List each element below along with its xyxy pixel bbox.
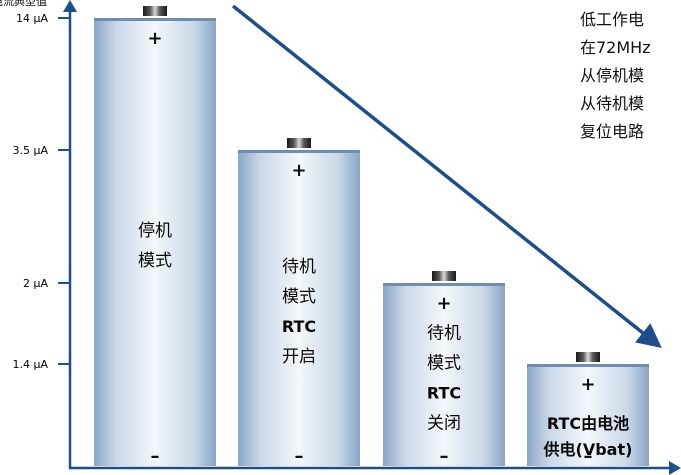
battery-cap (143, 6, 167, 16)
category-label: 待机 (427, 324, 461, 344)
trend-arrow (231, 4, 662, 349)
battery-plus-label: + (291, 160, 306, 181)
category-label: RTC (427, 384, 461, 403)
battery-plus-label: + (147, 28, 162, 49)
category-label: 供电(Vbat) (543, 440, 633, 459)
battery-minus-label: – (584, 446, 593, 467)
y-tick-label: 14 μA (16, 12, 48, 25)
battery-body (94, 18, 216, 466)
battery-body (238, 150, 360, 466)
note-line: 从停机模 (580, 66, 645, 85)
battery-plus-label: + (436, 293, 451, 314)
battery-rim (94, 18, 216, 21)
category-label: 模式 (138, 251, 172, 271)
y-axis-arrow-icon (63, 0, 77, 12)
category-label: RTC由电池 (547, 414, 629, 433)
battery-rim (238, 150, 360, 153)
category-label: 停机 (138, 221, 172, 241)
note-line: 低工作电 (580, 10, 645, 29)
category-label: 开启 (282, 347, 316, 367)
category-label: 待机 (282, 257, 316, 277)
battery-rim (383, 283, 505, 286)
category-label: 关闭 (427, 414, 461, 434)
battery-body (527, 364, 649, 466)
battery-plus-label: + (580, 374, 595, 395)
category-label: 模式 (427, 354, 461, 374)
y-tick-label: 1.4 μA (12, 358, 48, 371)
category-label: 模式 (282, 287, 316, 307)
y-tick-label: 3.5 μA (12, 144, 48, 157)
battery-minus-label: – (295, 446, 304, 467)
battery-minus-label: – (440, 446, 449, 467)
chart-title: 电流典型值 (0, 0, 47, 8)
category-label: RTC (282, 317, 316, 336)
battery-rim (527, 364, 649, 367)
battery-minus-label: – (151, 446, 160, 467)
notes-list: 低工作电 在72MHz 从停机模 从待机模 复位电路 (580, 6, 681, 146)
note-line: 复位电路 (580, 122, 645, 141)
battery-cap (576, 352, 600, 362)
battery-body (383, 283, 505, 466)
x-axis-arrow-icon (669, 461, 681, 475)
battery-cap (287, 138, 311, 148)
y-tick-label: 2 μA (23, 277, 48, 290)
note-line: 在72MHz (580, 38, 651, 57)
battery-cap (432, 271, 456, 281)
note-line: 从待机模 (580, 94, 645, 113)
